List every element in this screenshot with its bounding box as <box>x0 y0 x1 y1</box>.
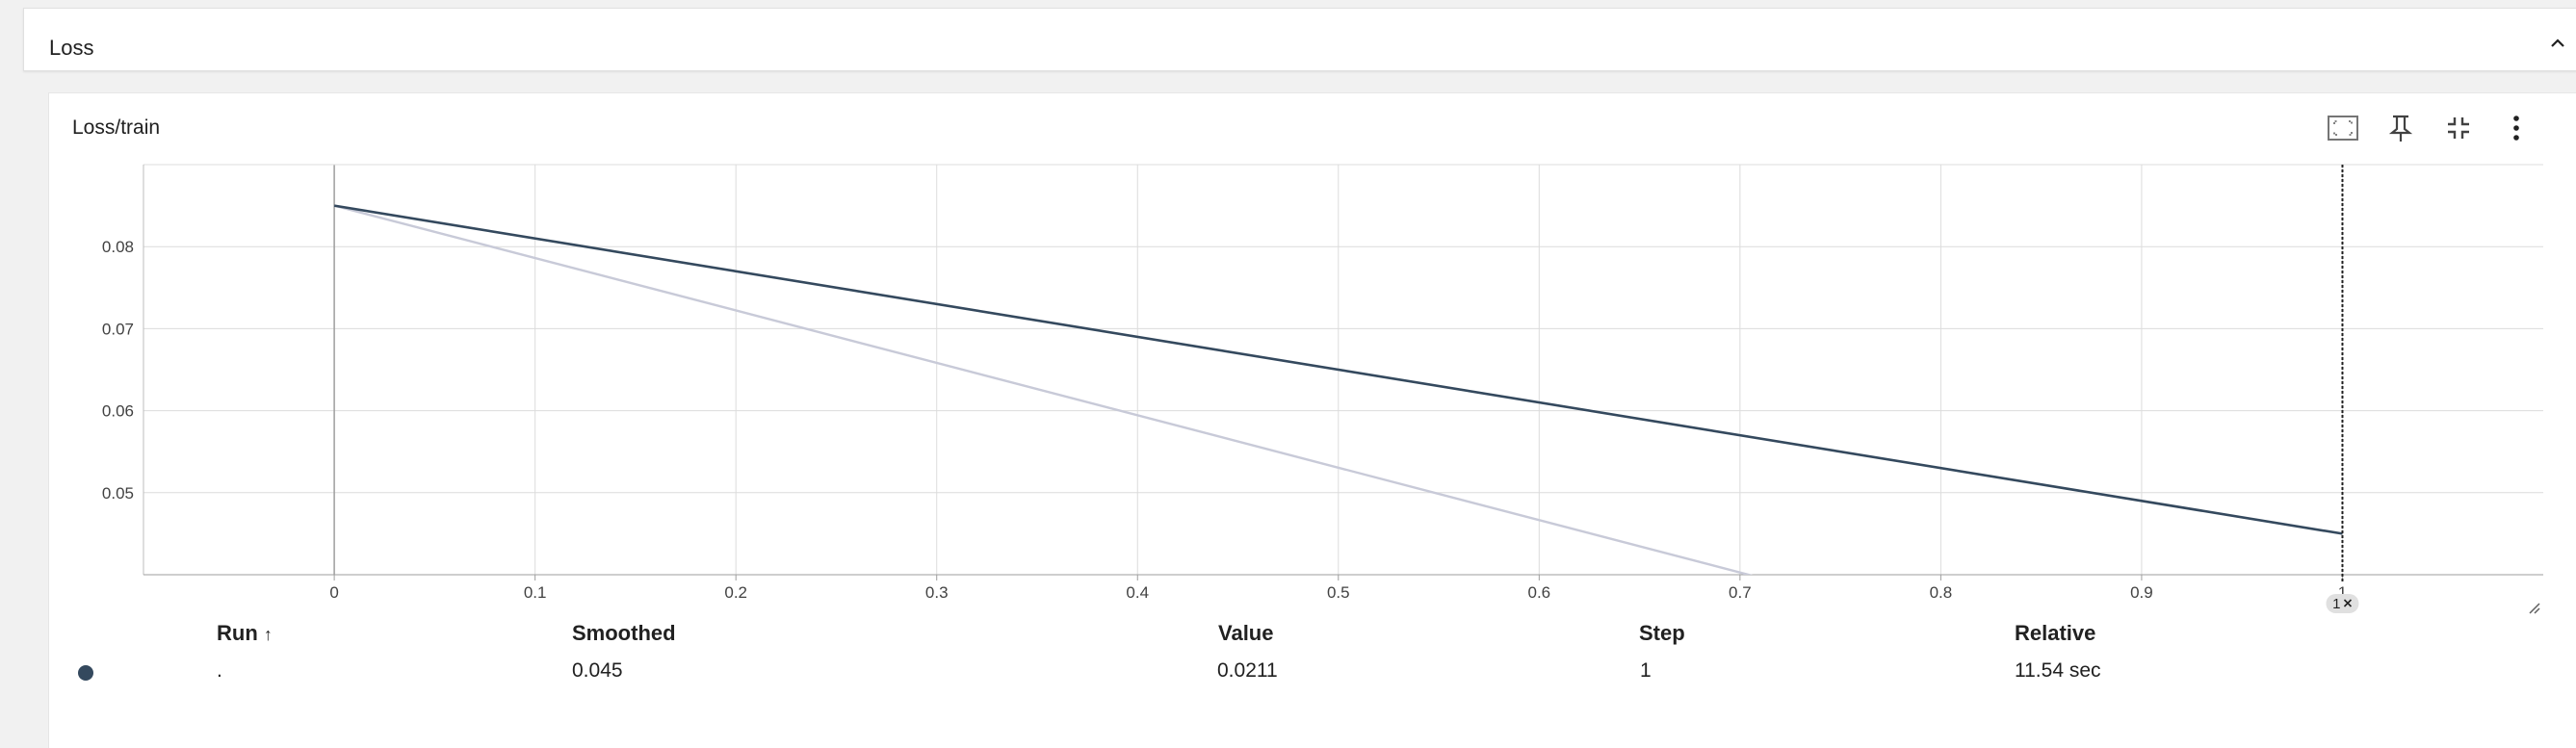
step-cursor-badge[interactable] <box>2326 594 2359 613</box>
cell-smoothed: 0.045 <box>572 659 623 682</box>
column-header-run[interactable]: Run ↑ <box>217 621 273 646</box>
y-tick-label: 0.06 <box>102 402 134 421</box>
more-options-button[interactable] <box>2497 109 2536 147</box>
cell-relative: 11.54 sec <box>2015 659 2101 682</box>
chart-card: Loss/train 0.05 0.06 0.07 0.08 0 0.1 0.2 0.3 0.… <box>48 92 2576 748</box>
x-tick-label: 0.4 <box>1126 583 1149 602</box>
x-tick-label: 0 <box>329 583 338 602</box>
x-tick-label: 0.5 <box>1327 583 1350 602</box>
chart-title: Loss/train <box>72 116 161 139</box>
y-tick-label: 0.08 <box>102 238 134 256</box>
collapse-icon <box>2448 117 2469 139</box>
x-tick-label: 0.8 <box>1930 583 1953 602</box>
remove-cursor-icon[interactable] <box>2343 599 2353 607</box>
x-tick-label: 0.6 <box>1528 583 1551 602</box>
x-tick-label: 0.3 <box>925 583 949 602</box>
x-tick-label: 0.7 <box>1729 583 1752 602</box>
x-tick-label: 1 <box>2338 583 2347 602</box>
loss-group-card: Loss <box>23 8 2576 71</box>
x-tick-label: 0.9 <box>2130 583 2153 602</box>
line-chart[interactable]: 0.050.060.070.08 0 0.1 0.2 0.3 0.4 0.5 0.6 0.7 0… <box>49 93 2576 632</box>
collapse-group-button[interactable] <box>2544 30 2571 57</box>
chart-grid <box>143 165 2543 580</box>
step-cursor-badge-label: 1 <box>2332 596 2340 612</box>
column-header-smoothed[interactable]: Smoothed <box>572 621 676 645</box>
cell-run: . <box>217 659 222 682</box>
run-color-dot <box>78 665 93 681</box>
pin-icon <box>2388 115 2413 142</box>
fit-to-data-button[interactable] <box>2324 109 2362 147</box>
x-tick-label: 0.1 <box>524 583 547 602</box>
x-tick-labels: 0 0.1 0.2 0.3 0.4 0.5 0.6 0.7 0.8 0.9 1 <box>329 583 2347 602</box>
x-tick-label: 0.2 <box>724 583 747 602</box>
more-vert-icon <box>2513 116 2519 141</box>
step-cursor[interactable]: 1 <box>2326 165 2359 613</box>
y-tick-label: 0.07 <box>102 320 134 338</box>
series-lines <box>333 204 2343 575</box>
pin-button[interactable] <box>2381 109 2420 147</box>
fit-to-data-icon <box>2328 116 2358 141</box>
collapse-chart-button[interactable] <box>2439 109 2478 147</box>
run-header-label: Run <box>217 621 258 645</box>
column-header-step[interactable]: Step <box>1639 621 1685 645</box>
sort-arrow-icon: ↑ <box>263 625 273 644</box>
group-title: Loss <box>49 36 94 60</box>
y-tick-label: 0.05 <box>102 484 134 503</box>
cell-step: 1 <box>1640 659 1652 682</box>
y-tick-labels: 0.05 0.06 0.07 0.08 <box>102 238 134 503</box>
resize-handle-icon[interactable] <box>2529 603 2540 614</box>
chevron-up-icon <box>2551 39 2564 47</box>
series-line-value <box>333 204 1754 575</box>
cell-value: 0.0211 <box>1217 659 1278 682</box>
series-line-smoothed <box>333 204 2343 535</box>
column-header-relative[interactable]: Relative <box>2015 621 2096 645</box>
column-header-value[interactable]: Value <box>1218 621 1274 645</box>
